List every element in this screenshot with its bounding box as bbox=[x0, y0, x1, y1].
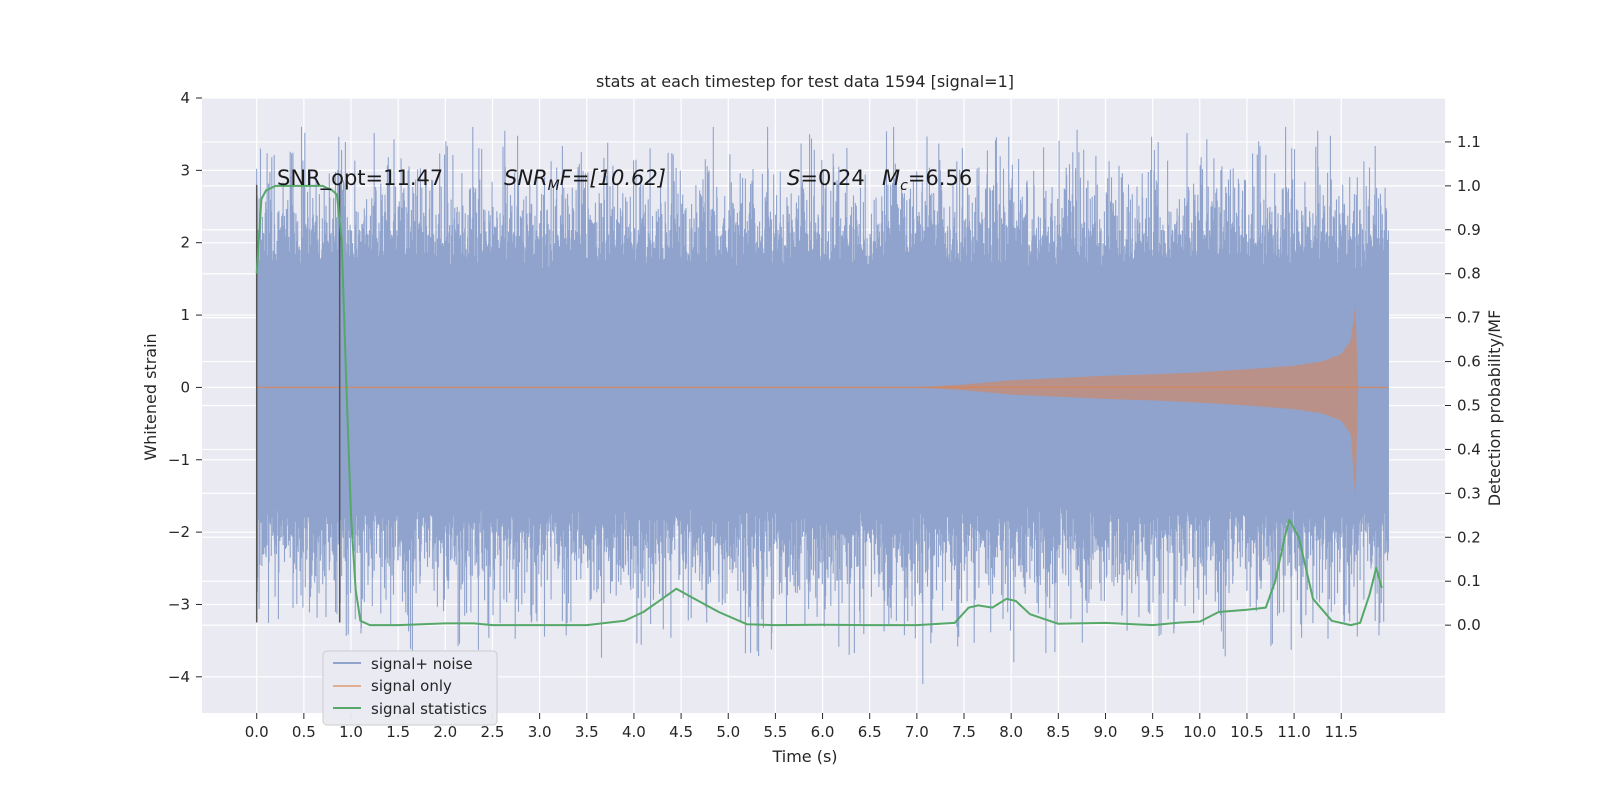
legend-box bbox=[322, 650, 498, 726]
x-tick-label: 0.0 bbox=[245, 723, 269, 741]
x-tick-label: 0.5 bbox=[292, 723, 316, 741]
annotation-s-rest: =0.24 bbox=[800, 166, 864, 190]
x-tick-label: 10.5 bbox=[1230, 723, 1263, 741]
annotation-snr-opt: SNR_opt=11.47 bbox=[277, 166, 443, 191]
x-tick-label: 9.0 bbox=[1094, 723, 1118, 741]
y2-tick-label: 0.8 bbox=[1457, 265, 1481, 283]
series-signal-only bbox=[256, 304, 1389, 499]
y2-axis-ticks: 1.1 1.0 0.9 0.8 0.7 0.6 0.5 0.4 0.3 0.2 0.1 0.0 bbox=[1445, 133, 1481, 634]
y-tick-label: −1 bbox=[168, 451, 190, 469]
chart-title: stats at each timestep for test data 159… bbox=[596, 72, 1014, 91]
y-tick-label: 4 bbox=[180, 89, 190, 107]
vertical-markers bbox=[255, 184, 341, 623]
legend-label-signal-statistics: signal statistics bbox=[371, 700, 487, 718]
x-tick-label: 1.0 bbox=[339, 723, 363, 741]
y2-tick-label: 1.0 bbox=[1457, 177, 1481, 195]
x-tick-label: 11.5 bbox=[1325, 723, 1358, 741]
y-axis-label: Whitened strain bbox=[141, 333, 160, 460]
annotation-snr-mf: SNRMF=[10.62] bbox=[504, 166, 666, 194]
annotation-s: S=0.24 bbox=[787, 166, 865, 190]
y-tick-label: 0 bbox=[180, 378, 190, 396]
y2-tick-label: 0.1 bbox=[1457, 572, 1481, 590]
annotation-mc: Mc=6.56 bbox=[882, 166, 972, 194]
annotation-snr-mf-main: SNR bbox=[504, 166, 548, 190]
y-tick-label: −4 bbox=[168, 668, 190, 686]
annotation-snr-mf-sub: M bbox=[548, 178, 560, 194]
x-tick-label: 5.5 bbox=[763, 723, 787, 741]
y-tick-label: −2 bbox=[168, 523, 190, 541]
y2-axis-label: Detection probability/MF bbox=[1485, 310, 1504, 507]
y-tick-label: −3 bbox=[168, 595, 190, 613]
x-tick-label: 10.0 bbox=[1183, 723, 1216, 741]
x-tick-label: 2.0 bbox=[433, 723, 457, 741]
x-tick-label: 9.5 bbox=[1141, 723, 1165, 741]
x-tick-label: 11.0 bbox=[1277, 723, 1310, 741]
x-tick-label: 4.0 bbox=[622, 723, 646, 741]
x-tick-label: 6.5 bbox=[858, 723, 882, 741]
y2-tick-label: 0.2 bbox=[1457, 528, 1481, 546]
legend: signal+ noise signal only signal statist… bbox=[322, 650, 498, 726]
statistics-line bbox=[255, 184, 1383, 627]
series-signal-statistics bbox=[255, 184, 1383, 627]
legend-label-signal-noise: signal+ noise bbox=[371, 655, 473, 673]
y2-tick-label: 0.0 bbox=[1457, 616, 1481, 634]
x-tick-label: 7.0 bbox=[905, 723, 929, 741]
y2-tick-label: 0.3 bbox=[1457, 484, 1481, 502]
y2-tick-label: 0.9 bbox=[1457, 221, 1481, 239]
y-tick-label: 2 bbox=[180, 234, 190, 252]
y-axis-ticks: 4 3 2 1 0 −1 −2 −3 −4 bbox=[168, 89, 202, 686]
y2-tick-label: 0.5 bbox=[1457, 397, 1481, 415]
x-axis-ticks: 0.0 0.5 1.0 1.5 2.0 2.5 3.0 3.5 4.0 4.5 5.0 5.5 6.0 6… bbox=[245, 713, 1358, 741]
annotation-s-main: S bbox=[787, 166, 800, 190]
x-tick-label: 8.0 bbox=[999, 723, 1023, 741]
annotation-snr-mf-rest: F=[10.62] bbox=[560, 166, 666, 190]
legend-label-signal-only: signal only bbox=[371, 677, 452, 695]
annotation-mc-sub: c bbox=[900, 178, 908, 194]
x-tick-label: 2.5 bbox=[481, 723, 505, 741]
x-tick-label: 6.0 bbox=[811, 723, 835, 741]
x-tick-label: 8.5 bbox=[1046, 723, 1070, 741]
annotation-mc-rest: =6.56 bbox=[908, 166, 972, 190]
x-tick-label: 3.5 bbox=[575, 723, 599, 741]
y-tick-label: 1 bbox=[180, 306, 190, 324]
y2-tick-label: 0.6 bbox=[1457, 353, 1481, 371]
y2-tick-label: 0.4 bbox=[1457, 440, 1481, 458]
x-tick-label: 7.5 bbox=[952, 723, 976, 741]
y2-tick-label: 0.7 bbox=[1457, 309, 1481, 327]
x-tick-label: 3.0 bbox=[528, 723, 552, 741]
annotation-mc-main: M bbox=[882, 166, 900, 190]
y2-tick-label: 1.1 bbox=[1457, 133, 1481, 151]
x-tick-label: 4.5 bbox=[669, 723, 693, 741]
x-axis-label: Time (s) bbox=[771, 747, 837, 766]
x-tick-label: 5.0 bbox=[716, 723, 740, 741]
x-tick-label: 1.5 bbox=[386, 723, 410, 741]
y-tick-label: 3 bbox=[180, 161, 190, 179]
